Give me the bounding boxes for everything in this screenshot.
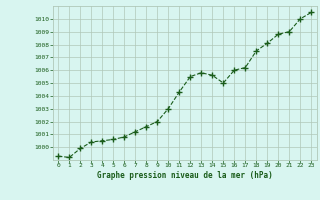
X-axis label: Graphe pression niveau de la mer (hPa): Graphe pression niveau de la mer (hPa) — [97, 171, 273, 180]
